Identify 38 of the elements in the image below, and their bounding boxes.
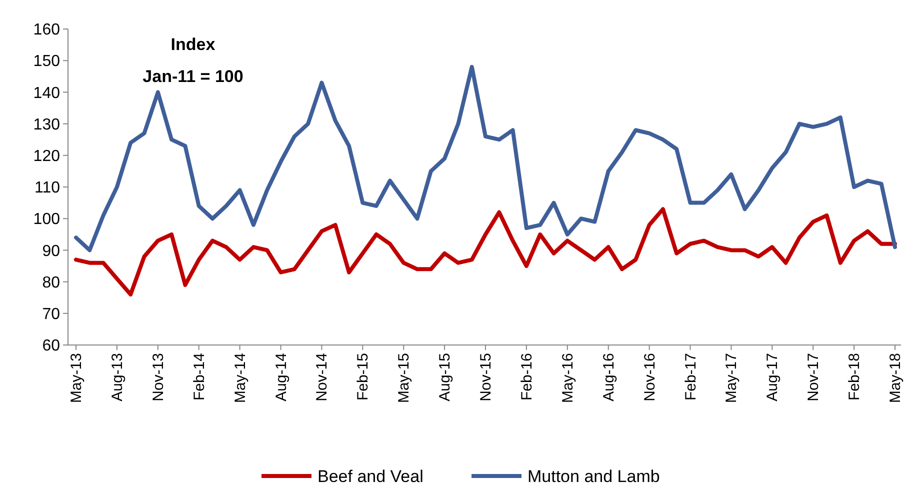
x-tick-label: Nov-13 (150, 353, 167, 402)
y-tick-label: 80 (42, 274, 60, 292)
y-tick-label: 110 (34, 180, 60, 197)
y-tick-label: 90 (42, 242, 60, 260)
x-tick-label: May-18 (887, 353, 904, 404)
y-tick-label: 70 (42, 306, 60, 323)
x-tick-label: May-17 (723, 353, 740, 404)
y-tick-label: 60 (42, 338, 60, 355)
x-tick-label: Aug-17 (764, 353, 782, 402)
line-series (74, 64, 897, 252)
x-tick-label: May-15 (396, 353, 413, 404)
y-tick-label: 120 (33, 148, 60, 165)
legend-label: Mutton and Lamb (528, 466, 660, 486)
x-tick-label: Aug-15 (436, 353, 454, 402)
legend-label: Beef and Veal (318, 466, 424, 486)
y-tick-label: 150 (33, 53, 60, 70)
x-tick-label: Feb-16 (518, 353, 536, 401)
line-series (74, 207, 897, 296)
x-tick-label: Nov-14 (314, 353, 331, 402)
annotation: Jan-11 = 100 (142, 67, 244, 86)
x-tick-label: May-16 (559, 353, 576, 404)
x-tick-label: Aug-13 (108, 353, 126, 402)
annotation: Index (170, 35, 216, 54)
y-tick-label: 140 (33, 84, 60, 102)
x-tick-label: Nov-15 (478, 353, 494, 402)
x-tick-label: Aug-14 (272, 353, 290, 402)
x-tick-label: Feb-14 (190, 353, 208, 401)
x-tick-label: Feb-18 (846, 353, 864, 401)
x-tick-label: May-13 (68, 353, 85, 404)
x-tick-label: Nov-17 (805, 353, 822, 402)
y-tick-label: 130 (33, 116, 60, 134)
x-tick-label: Nov-16 (641, 353, 658, 402)
x-tick-label: Feb-15 (354, 353, 372, 401)
x-tick-label: May-14 (232, 353, 249, 404)
y-tick-label: 160 (33, 22, 60, 39)
y-tick-label: 100 (33, 211, 60, 228)
x-tick-label: Aug-16 (600, 353, 618, 402)
x-tick-label: Feb-17 (682, 353, 700, 401)
